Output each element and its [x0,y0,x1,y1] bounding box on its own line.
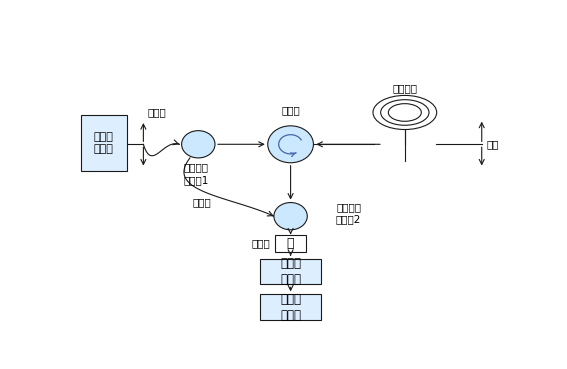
Text: 保偏光纤
耦合器1: 保偏光纤 耦合器1 [183,162,209,185]
Bar [81,115,126,171]
Text: 应力: 应力 [486,139,498,149]
Text: 环行器: 环行器 [281,105,300,115]
Ellipse shape [274,203,307,230]
Bar [275,235,306,252]
Text: 起偏器: 起偏器 [148,107,167,117]
Text: 光外差
接收机: 光外差 接收机 [280,257,301,286]
Text: 参考臂: 参考臂 [192,197,211,207]
Text: 保偏光纤
耦合器2: 保偏光纤 耦合器2 [336,202,361,225]
Text: 保偏光纤: 保偏光纤 [392,83,417,93]
Text: 线性扫
频光源: 线性扫 频光源 [94,132,113,154]
Ellipse shape [388,104,421,121]
Ellipse shape [181,131,215,158]
Bar [260,259,321,284]
Text: 乎: 乎 [287,237,294,250]
Ellipse shape [373,96,437,130]
Bar [260,294,321,320]
Ellipse shape [268,126,314,163]
Ellipse shape [380,100,429,125]
Text: 探测器: 探测器 [252,238,270,248]
Text: 信号处
理系统: 信号处 理系统 [280,293,301,322]
